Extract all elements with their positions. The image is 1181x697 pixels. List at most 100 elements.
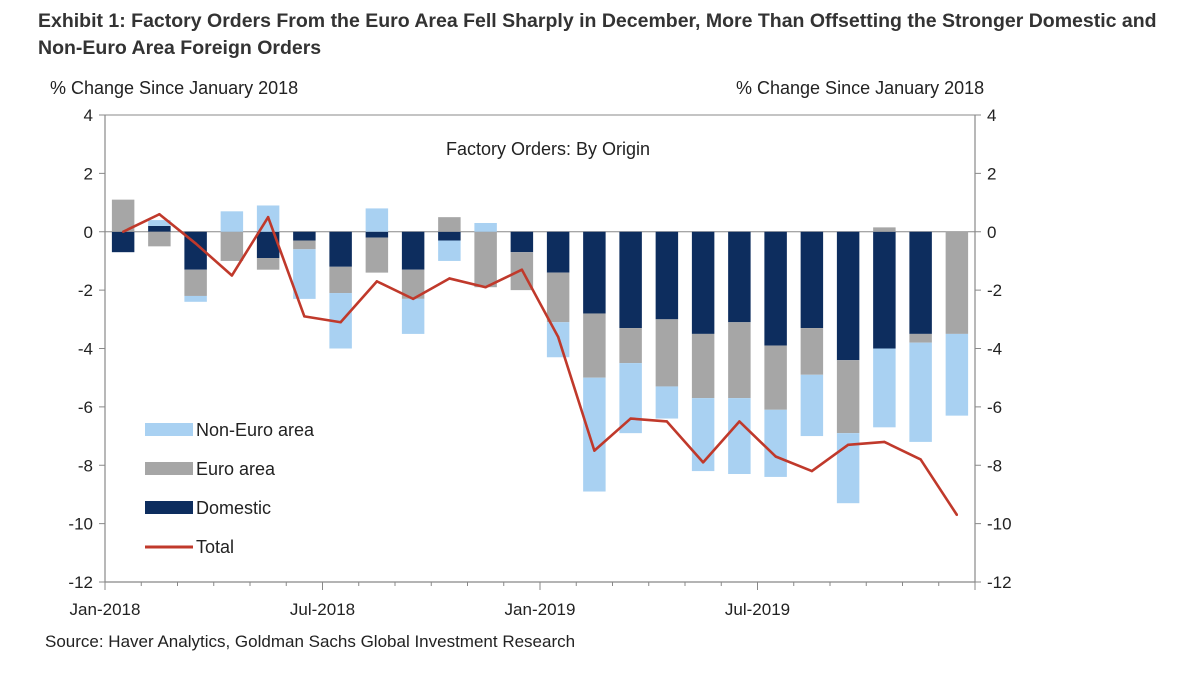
bar-non-euro-area — [184, 295, 207, 302]
total-point — [701, 461, 705, 464]
left-axis-label: % Change Since January 2018 — [50, 78, 299, 98]
bar-euro-area — [764, 345, 787, 410]
bar-euro-area — [184, 269, 207, 296]
chart-title: Exhibit 1: Factory Orders From the Euro … — [38, 10, 1157, 59]
bar-euro-area — [873, 227, 896, 232]
total-point — [846, 443, 850, 447]
bar-domestic — [510, 231, 534, 253]
bar-euro-area — [546, 272, 570, 323]
total-point — [339, 321, 342, 324]
bar-euro-area — [728, 322, 751, 399]
total-point — [303, 315, 306, 318]
bar-domestic — [836, 231, 860, 361]
total-point — [520, 268, 524, 271]
bar-euro-area — [401, 269, 425, 299]
bar-euro-area — [691, 333, 715, 399]
bar-non-euro-area — [655, 386, 679, 419]
bar-euro-area — [329, 266, 352, 294]
bar-domestic — [583, 231, 606, 314]
y-tick-label-right: -10 — [987, 515, 1012, 534]
total-line — [122, 212, 958, 516]
legend-non-euro-area-swatch — [145, 423, 193, 436]
bar-euro-area — [293, 240, 316, 250]
bar-euro-area — [619, 328, 642, 364]
bar-euro-area — [365, 237, 389, 273]
x-tick-label: Jul-2018 — [290, 600, 355, 619]
bar-domestic — [691, 231, 715, 334]
bar-domestic — [546, 231, 570, 273]
total-point — [411, 297, 415, 301]
total-point — [158, 213, 161, 216]
bar-non-euro-area — [438, 240, 461, 261]
bar-euro-area — [945, 231, 969, 334]
bar-domestic — [800, 231, 824, 329]
bar-non-euro-area — [945, 333, 969, 416]
y-tick-label-right: 2 — [987, 164, 996, 183]
total-point — [194, 242, 197, 245]
bar-non-euro-area — [764, 409, 787, 477]
bar-euro-area — [438, 217, 461, 232]
bar-non-euro-area — [293, 249, 316, 299]
legend-total-label: Total — [196, 537, 234, 557]
bar-non-euro-area — [474, 222, 497, 232]
bar-non-euro-area — [800, 374, 824, 437]
bar-non-euro-area — [728, 398, 751, 475]
bar-euro-area — [111, 199, 135, 232]
total-point — [919, 458, 922, 461]
bar-domestic — [184, 231, 207, 270]
bar-domestic — [873, 231, 896, 349]
bar-domestic — [619, 231, 642, 329]
x-tick-label: Jul-2019 — [725, 600, 790, 619]
total-point — [774, 455, 777, 458]
bar-domestic — [728, 231, 751, 323]
total-point — [665, 420, 669, 423]
bar-domestic — [293, 231, 316, 241]
legend-non-euro-area-label: Non-Euro area — [196, 420, 315, 440]
bar-domestic — [909, 231, 932, 334]
bar-euro-area — [474, 231, 497, 288]
legend-euro-area-label: Euro area — [196, 459, 276, 479]
legend-domestic-swatch — [145, 501, 193, 514]
bar-non-euro-area — [583, 377, 606, 492]
y-tick-label-left: -8 — [78, 456, 93, 475]
x-tick-label: Jan-2018 — [70, 600, 141, 619]
total-point — [375, 280, 379, 283]
legend-non-euro-area: Non-Euro area — [145, 420, 315, 440]
bar-non-euro-area — [365, 208, 389, 232]
bar-domestic — [329, 231, 352, 267]
right-axis-label: % Change Since January 2018 — [736, 78, 985, 98]
bar-domestic — [764, 231, 787, 346]
y-tick-label-left: -6 — [78, 398, 93, 417]
bar-domestic — [111, 231, 135, 253]
bar-domestic — [655, 231, 679, 320]
y-tick-label-right: 0 — [987, 223, 996, 242]
y-tick-label-left: 2 — [84, 164, 93, 183]
bar-non-euro-area — [691, 398, 715, 472]
total-point — [121, 230, 125, 233]
total-point — [810, 469, 814, 473]
bar-euro-area — [909, 333, 932, 343]
total-point — [556, 335, 560, 339]
plot-layer: 4 4 2 2 0 0 -2 -2 -4 -4 -6 -6 -8 -8 -10 -10 -12 -12 Jan-20… — [68, 106, 1011, 619]
total-point — [230, 274, 234, 277]
y-tick-label-left: -4 — [78, 340, 93, 359]
total-point — [738, 420, 741, 423]
total-point — [629, 417, 632, 420]
bar-non-euro-area — [873, 348, 896, 428]
bar-euro-area — [220, 231, 244, 261]
inner-chart-title: Factory Orders: By Origin — [446, 139, 650, 159]
legend-euro-area: Euro area — [145, 459, 276, 479]
bar-euro-area — [800, 328, 824, 375]
source-note: Source: Haver Analytics, Goldman Sachs G… — [45, 632, 576, 651]
y-tick-label-left: -12 — [68, 573, 93, 592]
bar-euro-area — [836, 360, 860, 434]
bar-non-euro-area — [619, 363, 642, 434]
total-point — [484, 286, 487, 289]
bar-non-euro-area — [909, 342, 932, 442]
y-tick-label-right: -2 — [987, 281, 1002, 300]
x-tick-label: Jan-2019 — [505, 600, 576, 619]
bar-domestic — [148, 225, 171, 232]
bar-non-euro-area — [220, 211, 244, 232]
y-tick-label-left: -10 — [68, 515, 93, 534]
bar-non-euro-area — [148, 220, 171, 226]
